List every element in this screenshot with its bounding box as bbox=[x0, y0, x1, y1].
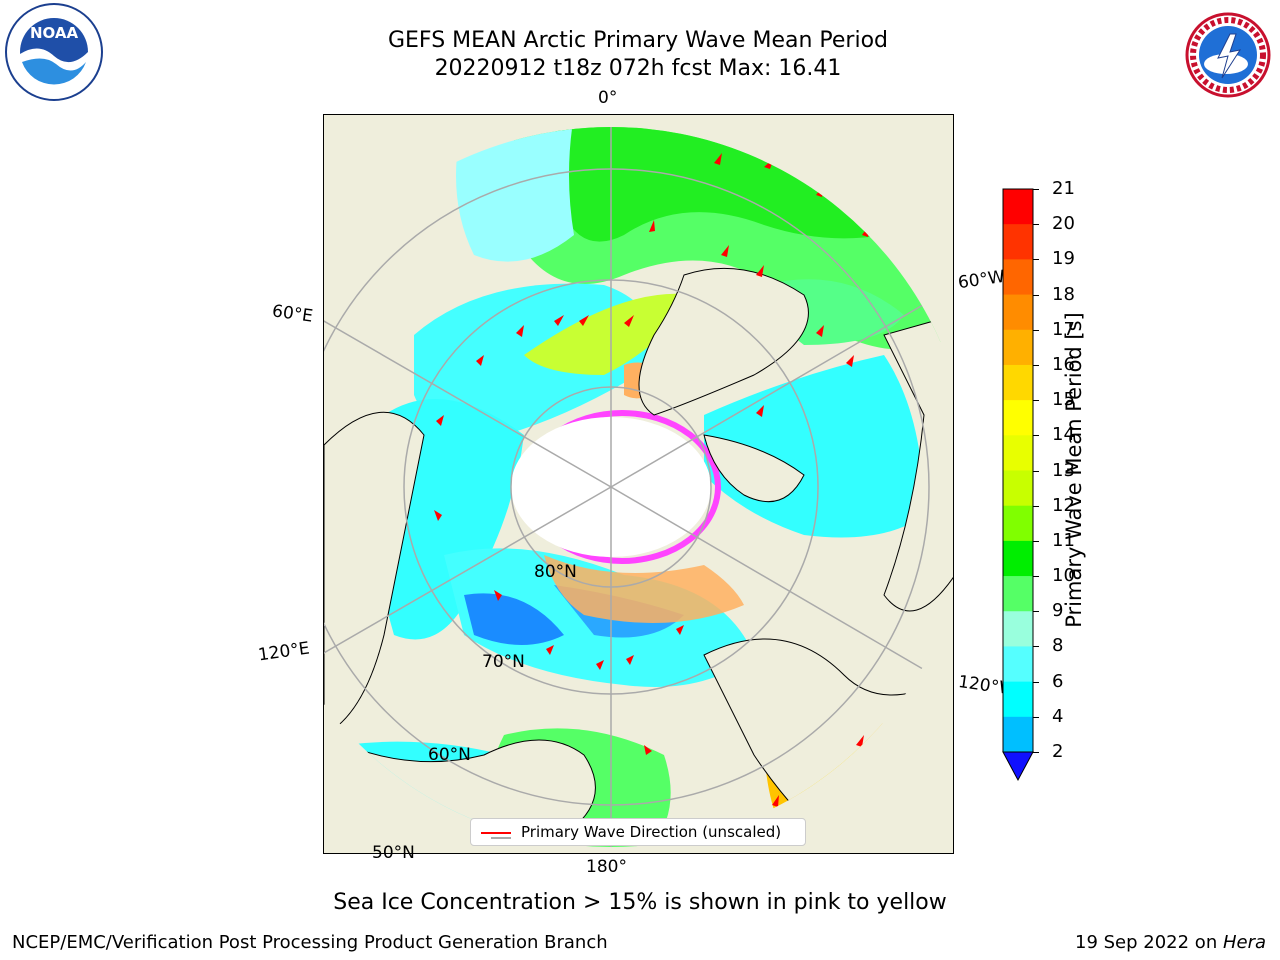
colorbar-segment bbox=[1003, 400, 1033, 436]
colorbar-tick-label: 15 bbox=[1052, 389, 1075, 411]
colorbar bbox=[1002, 188, 1034, 782]
colorbar-tick-mark bbox=[1033, 752, 1039, 753]
colorbar-tick-label: 2 bbox=[1052, 741, 1064, 762]
colorbar-tick-label: 9 bbox=[1052, 600, 1064, 622]
colorbar-segment bbox=[1003, 470, 1033, 507]
colorbar-tick-mark bbox=[1033, 646, 1039, 648]
chart-subtitle: 20220912 t18z 072h fcst Max: 16.41 bbox=[434, 56, 842, 81]
colorbar-tick-mark bbox=[1033, 505, 1039, 507]
chart-title: GEFS MEAN Arctic Primary Wave Mean Perio… bbox=[387, 28, 888, 53]
footer-left: NCEP/EMC/Verification Post Processing Pr… bbox=[12, 932, 608, 953]
colorbar-tick-label: 19 bbox=[1052, 248, 1075, 270]
colorbar-segment bbox=[1003, 716, 1033, 753]
colorbar-segment bbox=[1003, 435, 1033, 471]
lon-label-180: 180° bbox=[586, 857, 627, 877]
colorbar-tick-label: 21 bbox=[1052, 178, 1075, 199]
map-legend: Primary Wave Direction (unscaled) bbox=[470, 818, 806, 846]
colorbar-tick-label: 17 bbox=[1052, 318, 1075, 340]
colorbar-tick-mark bbox=[1033, 540, 1039, 542]
lon-label-120e: 120°E bbox=[256, 638, 311, 666]
noaa-logo: NOAA bbox=[4, 2, 104, 102]
colorbar-tick-label: 4 bbox=[1052, 705, 1064, 727]
footer-right: 19 Sep 2022 on Hera bbox=[1075, 932, 1266, 953]
colorbar-segment bbox=[1003, 259, 1033, 296]
colorbar-segment bbox=[1003, 329, 1033, 366]
colorbar-tick-mark bbox=[1033, 400, 1039, 402]
colorbar-tick-mark bbox=[1033, 435, 1039, 437]
colorbar-segment bbox=[1003, 505, 1033, 542]
lon-label-0: 0° bbox=[598, 88, 618, 108]
colorbar-tick-mark bbox=[1033, 681, 1039, 683]
footer-host: Hera bbox=[1222, 932, 1266, 953]
map-canvas bbox=[324, 127, 953, 847]
colorbar-tick-label: 13 bbox=[1052, 459, 1075, 481]
colorbar-segment bbox=[1003, 646, 1033, 683]
lat-label-60: 60°N bbox=[428, 745, 471, 765]
colorbar-tick-label: 16 bbox=[1052, 353, 1075, 375]
colorbar-tick-label: 14 bbox=[1052, 424, 1075, 446]
colorbar-tick-mark bbox=[1033, 611, 1039, 613]
lon-label-60e: 60°E bbox=[270, 301, 315, 327]
noaa-logo-text: NOAA bbox=[30, 24, 79, 42]
colorbar-segment bbox=[1003, 189, 1033, 225]
legend-label: Primary Wave Direction (unscaled) bbox=[521, 823, 782, 841]
arctic-map bbox=[323, 114, 954, 854]
lat-label-50: 50°N bbox=[372, 843, 415, 863]
lat-label-80: 80°N bbox=[534, 562, 577, 582]
sea-ice-caption: Sea Ice Concentration > 15% is shown in … bbox=[333, 890, 947, 915]
colorbar-label: Primary Wave Mean Period [s] bbox=[1062, 312, 1086, 628]
lat-label-70: 70°N bbox=[482, 652, 525, 672]
colorbar-segment bbox=[1003, 294, 1033, 331]
colorbar-segment bbox=[1003, 576, 1033, 612]
colorbar-segment bbox=[1003, 540, 1033, 577]
footer-date: 19 Sep 2022 on bbox=[1075, 932, 1223, 953]
colorbar-tick-mark bbox=[1033, 470, 1039, 472]
nws-logo bbox=[1178, 12, 1278, 98]
colorbar-tick-mark bbox=[1033, 224, 1039, 226]
colorbar-tick-mark bbox=[1033, 364, 1039, 366]
colorbar-tick-label: 6 bbox=[1052, 670, 1064, 692]
colorbar-segment bbox=[1003, 611, 1033, 647]
colorbar-segment bbox=[1003, 364, 1033, 401]
colorbar-tick-label: 20 bbox=[1052, 213, 1075, 235]
colorbar-tick-label: 12 bbox=[1052, 494, 1075, 516]
colorbar-segment bbox=[1003, 681, 1033, 718]
lon-label-60w: 60°W bbox=[956, 266, 1007, 294]
colorbar-extend-triangle bbox=[1002, 751, 1034, 782]
colorbar-tick-mark bbox=[1033, 294, 1039, 296]
colorbar-tick-label: 8 bbox=[1052, 635, 1064, 657]
colorbar-tick-label: 18 bbox=[1052, 283, 1075, 305]
colorbar-tick-mark bbox=[1033, 576, 1039, 578]
colorbar-tick-label: 11 bbox=[1052, 529, 1075, 551]
colorbar-svg bbox=[1002, 188, 1034, 782]
colorbar-segment bbox=[1003, 224, 1033, 260]
colorbar-tick-mark bbox=[1033, 716, 1039, 718]
colorbar-tick-mark bbox=[1033, 259, 1039, 261]
colorbar-tick-label: 10 bbox=[1052, 565, 1075, 587]
colorbar-tick-mark bbox=[1033, 329, 1039, 331]
legend-arrow-icon bbox=[481, 832, 511, 839]
colorbar-tick-mark bbox=[1033, 189, 1039, 190]
